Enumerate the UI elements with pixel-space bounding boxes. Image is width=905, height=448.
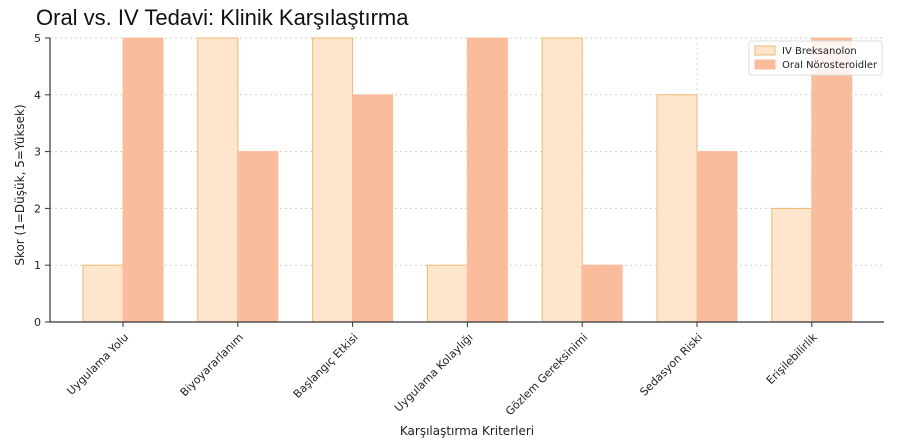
bar-oral-norosteroidler <box>352 94 394 323</box>
bar-oral-norosteroidler <box>122 37 164 323</box>
legend-box <box>748 40 883 76</box>
x-tick-label: Gözlem Gereksinimi <box>503 331 590 418</box>
x-tick-label: Başlangıç Etkisi <box>291 331 361 401</box>
bar-oral-norosteroidler <box>466 37 508 323</box>
bar-iv-breksanolon <box>82 264 124 323</box>
bar-iv-breksanolon <box>771 207 813 323</box>
x-tick-label: Sedasyon Riski <box>637 331 705 399</box>
legend-label: Oral Nörosteroidler <box>782 60 878 71</box>
x-tick-label: Uygulama Kolaylığı <box>392 331 476 415</box>
bars <box>82 37 853 323</box>
chart-title: Oral vs. IV Tedavi: Klinik Karşılaştırma <box>36 5 409 30</box>
bar-iv-breksanolon <box>541 37 583 323</box>
y-tick-label: 5 <box>34 32 41 45</box>
legend-label: IV Breksanolon <box>782 46 857 57</box>
legend-swatch <box>754 59 776 70</box>
y-tick-label: 0 <box>34 316 41 329</box>
bar-iv-breksanolon <box>426 264 468 323</box>
bar-iv-breksanolon <box>656 94 698 323</box>
y-axis-label: Skor (1=Düşük, 5=Yüksek) <box>13 104 27 265</box>
x-axis-label: Karşılaştırma Kriterleri <box>400 424 534 438</box>
y-tick-label: 1 <box>34 259 41 272</box>
y-tick-label: 4 <box>34 89 41 102</box>
legend-swatch <box>754 45 776 56</box>
legend: IV Breksanolon Oral Nörosteroidler <box>748 40 883 76</box>
bar-oral-norosteroidler <box>237 151 279 323</box>
bar-oral-norosteroidler <box>811 37 853 323</box>
y-tick-label: 3 <box>34 146 41 159</box>
bar-iv-breksanolon <box>312 37 354 323</box>
bar-iv-breksanolon <box>197 37 239 323</box>
x-tick-label: Erişilebilirlik <box>764 330 821 387</box>
x-tick-label: Uygulama Yolu <box>64 331 131 398</box>
bar-oral-norosteroidler <box>696 151 738 323</box>
bar-oral-norosteroidler <box>581 264 623 323</box>
y-tick-label: 2 <box>34 202 41 215</box>
x-tick-label: Biyoyararlanım <box>178 331 246 399</box>
axes <box>45 37 884 327</box>
